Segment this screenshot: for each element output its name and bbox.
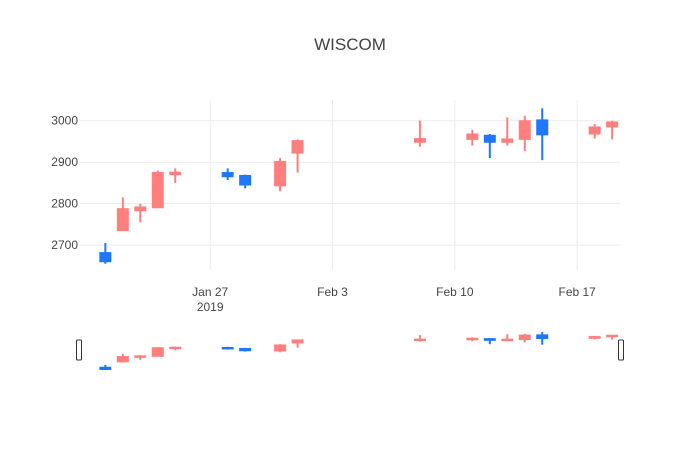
mini-candle-body — [606, 334, 619, 338]
mini-candle-body — [518, 334, 531, 341]
mini-candle — [483, 338, 496, 345]
range-slider-right-handle[interactable] — [618, 339, 624, 361]
candle-layer — [99, 108, 619, 264]
x-tick-label: Feb 17 — [559, 285, 597, 299]
candle — [536, 108, 549, 161]
mini-candle-body — [483, 338, 496, 341]
mini-candle — [501, 334, 514, 342]
mini-candle — [536, 332, 549, 345]
candle — [239, 174, 252, 189]
mini-candle-body — [413, 338, 426, 342]
candle-body — [483, 134, 496, 143]
candle-body — [169, 171, 182, 176]
candle-body — [239, 174, 252, 186]
candle — [221, 168, 234, 181]
candle-body — [221, 172, 234, 178]
x-tick-sublabel: 2019 — [197, 300, 224, 314]
candle — [501, 117, 514, 146]
mini-candle — [169, 346, 182, 351]
y-tick-label: 3000 — [51, 114, 78, 128]
mini-candle — [99, 364, 112, 370]
candle — [274, 158, 287, 192]
candle-body — [134, 206, 147, 212]
candle — [483, 134, 496, 159]
candle — [466, 129, 479, 146]
mini-candle — [239, 347, 252, 352]
candle-body — [116, 208, 129, 232]
range-slider-candles — [99, 332, 619, 370]
mini-candle — [588, 335, 601, 340]
candle-body — [466, 133, 479, 140]
candle — [291, 139, 304, 173]
candle — [588, 124, 601, 139]
mini-candle — [413, 335, 426, 342]
y-tick-label: 2800 — [51, 197, 78, 211]
mini-candle-body — [99, 366, 112, 370]
mini-candle — [221, 346, 234, 350]
candle — [413, 120, 426, 147]
mini-candle-body — [466, 337, 479, 341]
mini-candle-body — [274, 344, 287, 352]
x-tick-label: Feb 10 — [436, 285, 474, 299]
x-tick-label: Jan 27 — [192, 285, 228, 299]
mini-candle-body — [588, 336, 601, 339]
mini-candle-body — [221, 346, 234, 350]
mini-candle-body — [169, 346, 182, 350]
candle — [606, 120, 619, 140]
candle-body — [151, 172, 164, 209]
mini-candle — [291, 339, 304, 348]
mini-candle-body — [536, 334, 549, 340]
candle — [169, 168, 182, 183]
candle — [518, 115, 531, 151]
candle-body — [501, 138, 514, 143]
mini-candle — [466, 337, 479, 342]
x-tick-label: Feb 3 — [317, 285, 348, 299]
mini-candle-body — [501, 338, 514, 342]
mini-candle — [606, 334, 619, 340]
range-slider[interactable] — [76, 328, 624, 372]
candle — [134, 203, 147, 223]
y-tick-label: 2700 — [51, 238, 78, 252]
chart-title: WISCOM — [314, 35, 386, 54]
candle-body — [518, 120, 531, 140]
mini-candle-body — [151, 347, 164, 357]
mini-candle-body — [239, 347, 252, 352]
candle-body — [99, 252, 112, 263]
mini-candle — [116, 353, 129, 363]
range-slider-left-handle[interactable] — [76, 339, 82, 361]
mini-candle — [134, 355, 147, 360]
mini-candle — [274, 344, 287, 353]
mini-candle-body — [291, 339, 304, 344]
mini-candle-body — [116, 356, 129, 363]
mini-candle — [151, 347, 164, 357]
candle — [151, 170, 164, 209]
candle — [116, 197, 129, 232]
candle — [99, 243, 112, 264]
candle-body — [274, 160, 287, 187]
candle-body — [588, 126, 601, 135]
candle-body — [536, 119, 549, 136]
y-tick-label: 2900 — [51, 155, 78, 169]
candle-body — [291, 140, 304, 154]
mini-candle-body — [134, 355, 147, 358]
mini-candle — [518, 333, 531, 343]
candle-body — [413, 138, 426, 143]
candle-body — [606, 121, 619, 128]
